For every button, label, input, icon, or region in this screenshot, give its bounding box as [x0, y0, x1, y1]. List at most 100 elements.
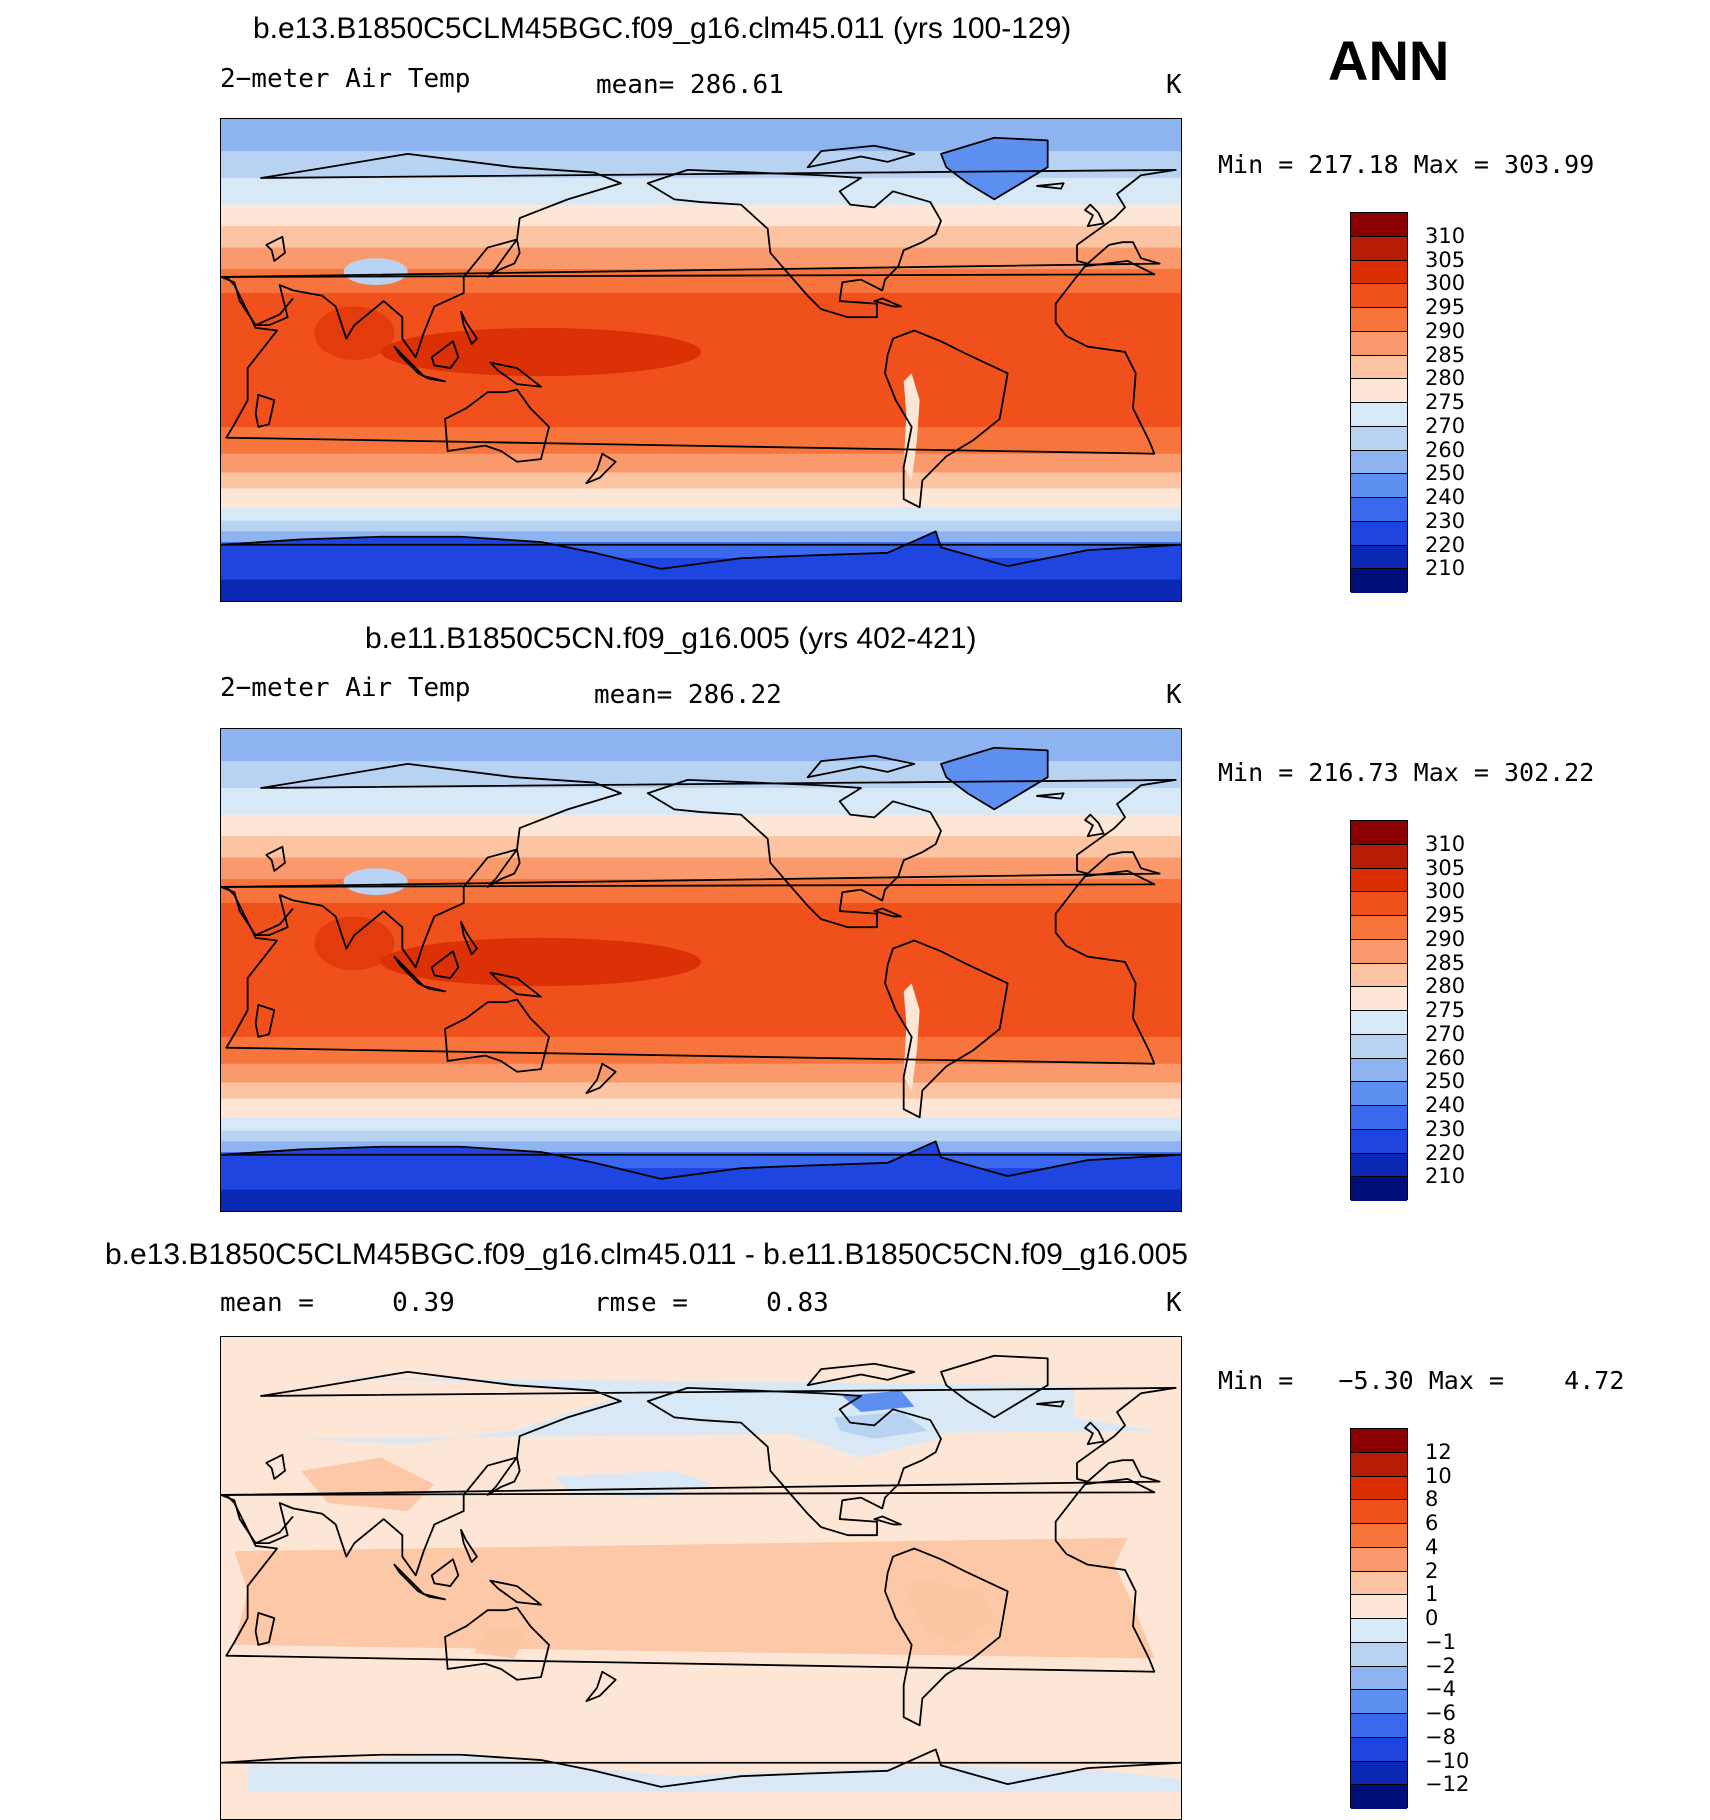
coastline-canada-isles [806, 144, 916, 169]
colorbar-label: 305 [1425, 247, 1466, 272]
coastline-eurasia [221, 152, 1177, 359]
colorbar-swatch [1351, 355, 1407, 380]
coastline-borneo [430, 340, 460, 369]
coastline-australia [444, 998, 550, 1073]
colorbar-swatch [1351, 379, 1407, 403]
coastline-south-america [884, 939, 1009, 1119]
coastline-caspian [265, 845, 286, 872]
colorbar-swatch [1351, 308, 1407, 332]
colorbar-swatch [1351, 844, 1407, 869]
colorbar-swatch [1351, 939, 1407, 964]
colorbar-swatch [1351, 1082, 1407, 1106]
coastline-arabia-gap [255, 297, 294, 326]
coastline-new-zealand [585, 452, 617, 485]
colorbar-label: 275 [1425, 390, 1466, 414]
colorbar-label: −8 [1425, 1724, 1456, 1749]
coastline-madagascar [254, 393, 276, 428]
coastline-north-america [646, 168, 942, 319]
colorbar-label: 290 [1425, 318, 1466, 343]
colorbar-label: 10 [1425, 1463, 1452, 1488]
coastline-cuba [873, 907, 902, 918]
colorbar-label: 310 [1425, 223, 1466, 248]
coastline-japan [486, 238, 521, 278]
temp-band [221, 1098, 1181, 1118]
coastline-new-guinea [489, 361, 542, 388]
colorbar-swatch [1351, 868, 1407, 893]
colorbar-swatch [1351, 1666, 1407, 1691]
coastline-indonesia-2 [422, 375, 446, 383]
coastline-borneo [430, 950, 460, 979]
coastline-eurasia [221, 1370, 1177, 1577]
colorbar-swatch [1351, 498, 1407, 522]
panel-1-mean: mean= 286.61 [596, 70, 784, 100]
panel-1-variable: 2−meter Air Temp [220, 64, 471, 94]
coastlines [221, 136, 1181, 570]
colorbar-swatch [1351, 1429, 1407, 1453]
temp-band [221, 787, 1181, 816]
panel-3-map [220, 1336, 1182, 1820]
coastline-africa [225, 1478, 1156, 1673]
panel-2-units: K [1166, 680, 1182, 710]
coastline-north-america [646, 1386, 942, 1537]
coastline-eurasia [221, 762, 1177, 969]
panel-3-colorbar [1350, 1428, 1408, 1809]
colorbar-swatch [1351, 1153, 1407, 1178]
panel-2-variable: 2−meter Air Temp [220, 673, 471, 703]
coastline-canada-isles [806, 754, 916, 779]
temp-band [221, 177, 1181, 206]
coastline-indonesia-1 [393, 955, 425, 987]
colorbar-label: −1 [1425, 1629, 1456, 1654]
colorbar-label: 4 [1425, 1534, 1439, 1559]
colorbar-label: 295 [1425, 903, 1466, 927]
colorbar-swatch [1351, 331, 1407, 356]
colorbar-label: −12 [1425, 1772, 1470, 1797]
colorbar-swatch [1351, 892, 1407, 916]
coastline-antarctica [221, 1748, 1181, 1788]
coastline-africa [225, 260, 1156, 455]
colorbar-swatch [1351, 474, 1407, 498]
panel-3-minmax: Min = −5.30 Max = 4.72 [1218, 1366, 1625, 1395]
indian-warm [314, 916, 395, 970]
temp-band [221, 453, 1181, 473]
temp-band [221, 247, 1181, 270]
colorbar-swatch [1351, 1547, 1407, 1572]
coastline-north-america [646, 778, 942, 929]
colorbar-swatch [1351, 521, 1407, 546]
colorbar-swatch [1351, 1034, 1407, 1059]
panel-2-minmax: Min = 216.73 Max = 302.22 [1218, 758, 1595, 787]
tibet-plateau [343, 258, 408, 286]
colorbar-swatch [1351, 1690, 1407, 1714]
colorbar-swatch [1351, 1785, 1407, 1809]
warm-pool [381, 327, 701, 377]
colorbar-swatch [1351, 260, 1407, 285]
panel-2-colorbar [1350, 820, 1408, 1201]
coastline-new-zealand [585, 1670, 617, 1703]
colorbar-label: 230 [1425, 508, 1466, 533]
season-label: ANN [1328, 29, 1450, 92]
coastline-antarctica [221, 530, 1181, 570]
colorbar-swatch [1351, 1129, 1407, 1154]
colorbar-swatch [1351, 403, 1407, 427]
colorbar-label: 300 [1425, 271, 1466, 296]
colorbar-label: 240 [1425, 485, 1466, 509]
panel-1-minmax: Min = 217.18 Max = 303.99 [1218, 150, 1595, 179]
coastline-cuba [873, 1515, 902, 1526]
panel-1-map [220, 118, 1182, 602]
colorbar-label: 210 [1425, 556, 1466, 581]
colorbar-label: 285 [1425, 950, 1466, 975]
colorbar-label: 300 [1425, 879, 1466, 904]
temp-band [221, 836, 1181, 859]
temp-band [221, 531, 1181, 543]
coastline-philippines [460, 310, 478, 345]
colorbar-swatch [1351, 987, 1407, 1011]
colorbar-swatch [1351, 1571, 1407, 1596]
colorbar-swatch [1351, 1524, 1407, 1548]
colorbar-label: −2 [1425, 1653, 1456, 1678]
colorbar-swatch [1351, 1476, 1407, 1501]
colorbar-label: 310 [1425, 831, 1466, 856]
coastline-philippines [460, 920, 478, 955]
coastline-britain [1084, 203, 1105, 228]
coastline-antarctica [221, 1140, 1181, 1180]
colorbar-swatch [1351, 450, 1407, 475]
coastline-iceland [1036, 792, 1065, 800]
